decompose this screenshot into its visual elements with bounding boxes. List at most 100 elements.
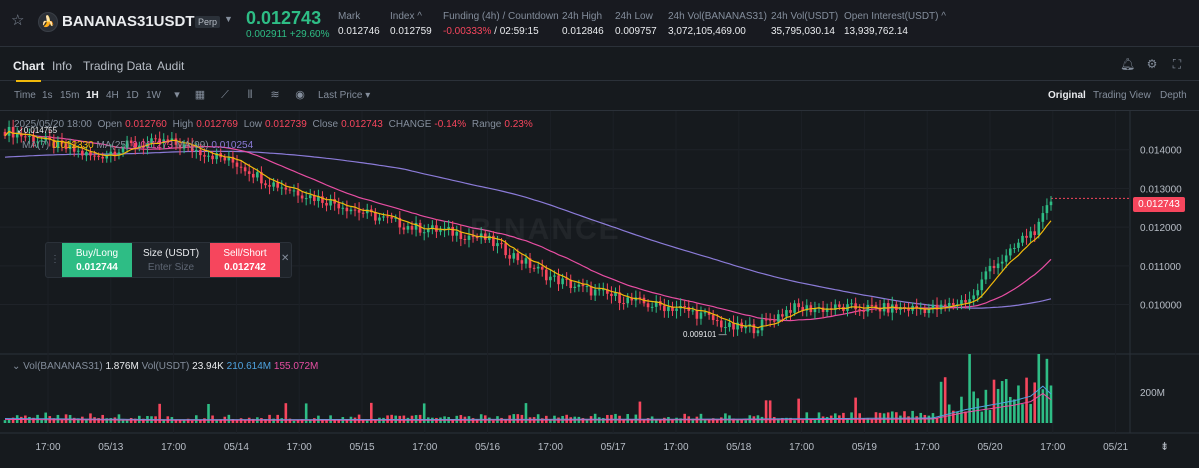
timeframe-1w[interactable]: 1W <box>146 90 161 101</box>
candle-body <box>109 151 113 155</box>
candle-body <box>121 148 125 153</box>
price-chart[interactable]: 0.014000 0.013000 0.012000 0.011000 0.010000… <box>0 111 1199 468</box>
candle-body <box>64 143 68 150</box>
close-icon[interactable]: ✕ <box>281 253 290 264</box>
candle-body <box>663 305 666 312</box>
ma99-path <box>4 150 1052 309</box>
volume-bar <box>646 418 650 423</box>
timeframe-1s[interactable]: 1s <box>42 90 53 101</box>
timeframe-1d[interactable]: 1D <box>126 90 139 101</box>
candle-body <box>374 212 377 221</box>
volume-bar <box>215 420 218 423</box>
view-trading-view[interactable]: Trading View <box>1093 90 1151 101</box>
candle-body <box>1004 255 1008 262</box>
chart-type-icon[interactable]: ⟋ <box>221 89 229 101</box>
volume-bar <box>585 419 589 423</box>
favorite-star-icon[interactable]: ☆ <box>11 12 25 29</box>
candle-body <box>850 303 853 305</box>
timeframe-1h[interactable]: 1H <box>86 90 99 101</box>
symbol-name[interactable]: BANANAS31USDT <box>62 13 195 30</box>
volume-bar <box>996 388 1000 423</box>
candle-body <box>276 182 279 188</box>
tab-chart[interactable]: Chart <box>13 59 45 82</box>
volume-bar <box>512 414 516 423</box>
vol-collapse-icon[interactable]: ⌄ <box>12 361 21 372</box>
stat-value: -0.00333% / 02:59:15 <box>443 26 559 37</box>
volume-bar <box>390 414 393 423</box>
stat-label: 24h Low <box>615 11 653 22</box>
tab-audit[interactable]: Audit <box>157 59 185 73</box>
candle-body <box>11 126 15 138</box>
candle-body <box>675 308 678 311</box>
candle-body <box>512 253 516 259</box>
candle-body <box>349 209 353 212</box>
volume-bar <box>292 420 296 423</box>
candle-body <box>524 258 528 264</box>
candle-body <box>288 189 292 191</box>
candle-body <box>471 235 475 237</box>
volume-bar <box>345 419 349 423</box>
volume-bar <box>284 403 288 423</box>
volume-bar <box>422 403 426 423</box>
candle-body <box>760 319 764 331</box>
time-tick-label: 17:00 <box>1040 442 1065 453</box>
candle-body <box>858 309 861 311</box>
ma7-label: MA(7) <box>22 140 50 151</box>
sell-short-button[interactable]: Sell/Short 0.012742 <box>210 243 280 277</box>
range-label: Range <box>471 119 502 130</box>
view-depth[interactable]: Depth <box>1160 90 1187 101</box>
drag-handle-icon[interactable]: ⋮ <box>50 254 60 265</box>
buy-long-button[interactable]: Buy/Long 0.012744 <box>62 243 132 277</box>
replay-icon[interactable]: ◉ <box>295 89 305 101</box>
stat-value: 3,072,105,469.00 <box>668 26 746 37</box>
candle-body <box>158 138 161 144</box>
volume-bar <box>44 412 47 423</box>
candle-body <box>952 303 955 306</box>
candle-body <box>333 199 336 204</box>
timeframe-15m[interactable]: 15m <box>60 90 80 101</box>
low-marker-value: 0.009101 <box>683 330 717 339</box>
volume-bar <box>988 410 992 423</box>
price-type-select[interactable]: Last Price ▾ <box>318 90 371 101</box>
stat-label: 24h High <box>562 11 603 22</box>
size-field[interactable]: Size (USDT) Enter Size <box>132 243 210 277</box>
ticker-header: ☆ 🍌 BANANAS31USDT Perp ▼ 0.012743 0.0029… <box>0 0 1199 47</box>
symbol-dropdown-icon[interactable]: ▼ <box>224 14 233 24</box>
calendar-icon[interactable]: ▦ <box>194 89 206 101</box>
low-value: 0.012739 <box>265 119 307 130</box>
fullscreen-icon[interactable]: ⛶ <box>1172 57 1182 71</box>
bell-icon[interactable]: 🔔︎ <box>1120 57 1136 71</box>
high-label: High <box>172 119 194 130</box>
time-tick-label: 05/18 <box>726 442 751 453</box>
volume-bar <box>276 414 279 423</box>
candle-body <box>280 187 284 189</box>
candle-body <box>553 275 556 277</box>
stat-value: 35,795,030.14 <box>771 26 835 37</box>
candles-icon[interactable]: ⫴ <box>247 89 253 101</box>
indicators-icon[interactable]: ≋ <box>270 89 280 101</box>
candle-body <box>622 303 625 305</box>
tab-info[interactable]: Info <box>52 59 73 73</box>
tab-trading-data[interactable]: Trading Data <box>83 59 152 73</box>
candle-body <box>239 166 243 168</box>
size-input-placeholder[interactable]: Enter Size <box>147 262 195 273</box>
candle-body <box>943 304 947 307</box>
candle-body <box>268 185 271 187</box>
volume-bar <box>866 418 870 423</box>
candle-body <box>1021 235 1024 243</box>
candle-body <box>601 289 605 291</box>
volume-bar <box>671 419 674 423</box>
timeframe-dropdown-icon[interactable]: ▾ <box>174 89 180 101</box>
ma25-label: MA(25) <box>96 140 130 151</box>
timeframe-4h[interactable]: 4H <box>106 90 119 101</box>
volume-bar <box>1021 404 1024 423</box>
view-original[interactable]: Original <box>1048 90 1086 101</box>
candle-body <box>52 139 56 149</box>
candle-body <box>426 229 430 233</box>
candle-body <box>1041 213 1045 222</box>
settings-icon[interactable]: ⚙ <box>1146 57 1158 71</box>
volume-bar <box>492 420 495 423</box>
volume-bar <box>724 413 727 423</box>
candle-body <box>874 305 878 308</box>
volume-bar <box>715 419 719 423</box>
